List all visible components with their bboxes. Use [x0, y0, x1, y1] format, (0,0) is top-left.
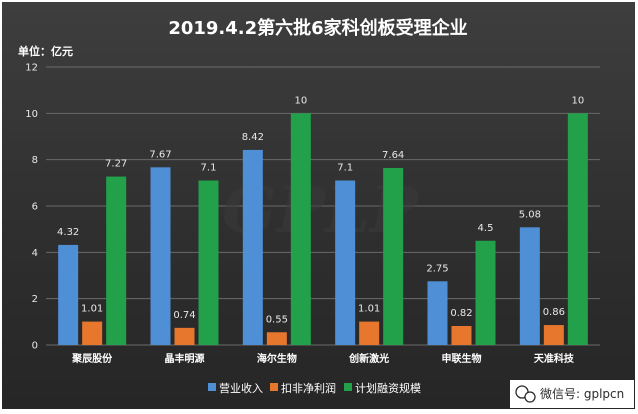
bar-2-3: [266, 332, 287, 345]
y-tick-label: 12: [25, 63, 38, 74]
bars: [58, 113, 588, 345]
bar-2-2: [174, 327, 195, 345]
legend-label: 计划融资规模: [355, 381, 421, 395]
bar-2-1: [82, 321, 103, 345]
category-label: 申联生物: [442, 352, 482, 365]
bar-3-2: [198, 180, 219, 345]
data-label: 0.74: [173, 310, 195, 321]
data-label: 7.67: [149, 149, 171, 160]
legend-label: 扣非净利润: [281, 381, 336, 395]
data-labels: 4.32 1.01 7.27 7.67 0.74 7.1 8.42 0.55 10 7.1 1.01…: [57, 95, 584, 325]
data-label: 4.5: [478, 223, 494, 234]
data-label: 8.42: [242, 132, 264, 143]
bar-3-3: [290, 113, 311, 345]
data-label: 0.82: [450, 308, 472, 319]
bar-3-1: [106, 176, 127, 345]
y-tick-label: 6: [32, 202, 38, 213]
bar-1-6: [519, 227, 540, 345]
bar-2-4: [359, 321, 380, 345]
unit-label: 单位：亿元: [18, 44, 73, 58]
legend-swatch: [270, 383, 278, 391]
data-label: 2.75: [426, 263, 448, 274]
legend: 营业收入 扣非净利润 计划融资规模: [208, 381, 421, 395]
data-label: 1.01: [81, 304, 103, 315]
wechat-icon-bubble: [524, 391, 536, 403]
data-label: 7.27: [105, 159, 127, 170]
data-label: 7.1: [201, 163, 217, 174]
wechat-badge: 微信号: gplpcn: [510, 380, 634, 408]
y-tick-label: 2: [32, 294, 38, 305]
data-label: 7.64: [382, 150, 404, 161]
category-label: 创新激光: [348, 352, 389, 365]
bar-1-4: [335, 180, 356, 345]
data-label: 10: [571, 95, 584, 106]
legend-label: 营业收入: [219, 381, 263, 395]
data-label: 10: [294, 95, 307, 106]
bar-1-3: [242, 149, 263, 345]
data-label: 4.32: [57, 227, 79, 238]
legend-swatch: [344, 383, 352, 391]
category-label: 天准科技: [534, 352, 575, 365]
bar-3-4: [383, 168, 404, 345]
bar-3-6: [567, 113, 588, 345]
data-label: 1.01: [358, 304, 380, 315]
chart-title: 2019.4.2第六批6家科创板受理企业: [168, 17, 467, 39]
legend-swatch: [208, 383, 216, 391]
y-tick-label: 8: [32, 155, 38, 166]
y-tick-label: 4: [32, 248, 38, 259]
wechat-id: 微信号: gplpcn: [540, 387, 624, 401]
bar-1-2: [150, 167, 171, 345]
data-label: 0.86: [543, 307, 565, 318]
data-label: 0.55: [266, 314, 288, 325]
data-label: 7.1: [337, 163, 353, 174]
bar-3-5: [475, 240, 496, 345]
gridlines: [46, 66, 600, 346]
x-axis-labels: 聚辰股份 晶丰明源 海尔生物 创新激光 申联生物 天准科技: [71, 352, 575, 365]
bar-2-5: [451, 326, 472, 345]
bar-1-5: [427, 281, 448, 345]
y-tick-label: 10: [25, 109, 38, 120]
category-label: 聚辰股份: [71, 352, 113, 365]
category-label: 海尔生物: [257, 352, 297, 365]
data-label: 5.08: [519, 209, 541, 220]
y-axis-ticks: 0 2 4 6 8 10 12: [25, 63, 38, 352]
bar-1-1: [58, 244, 79, 345]
y-tick-label: 0: [32, 341, 38, 352]
category-label: 晶丰明源: [165, 352, 205, 365]
bar-2-6: [543, 325, 564, 345]
